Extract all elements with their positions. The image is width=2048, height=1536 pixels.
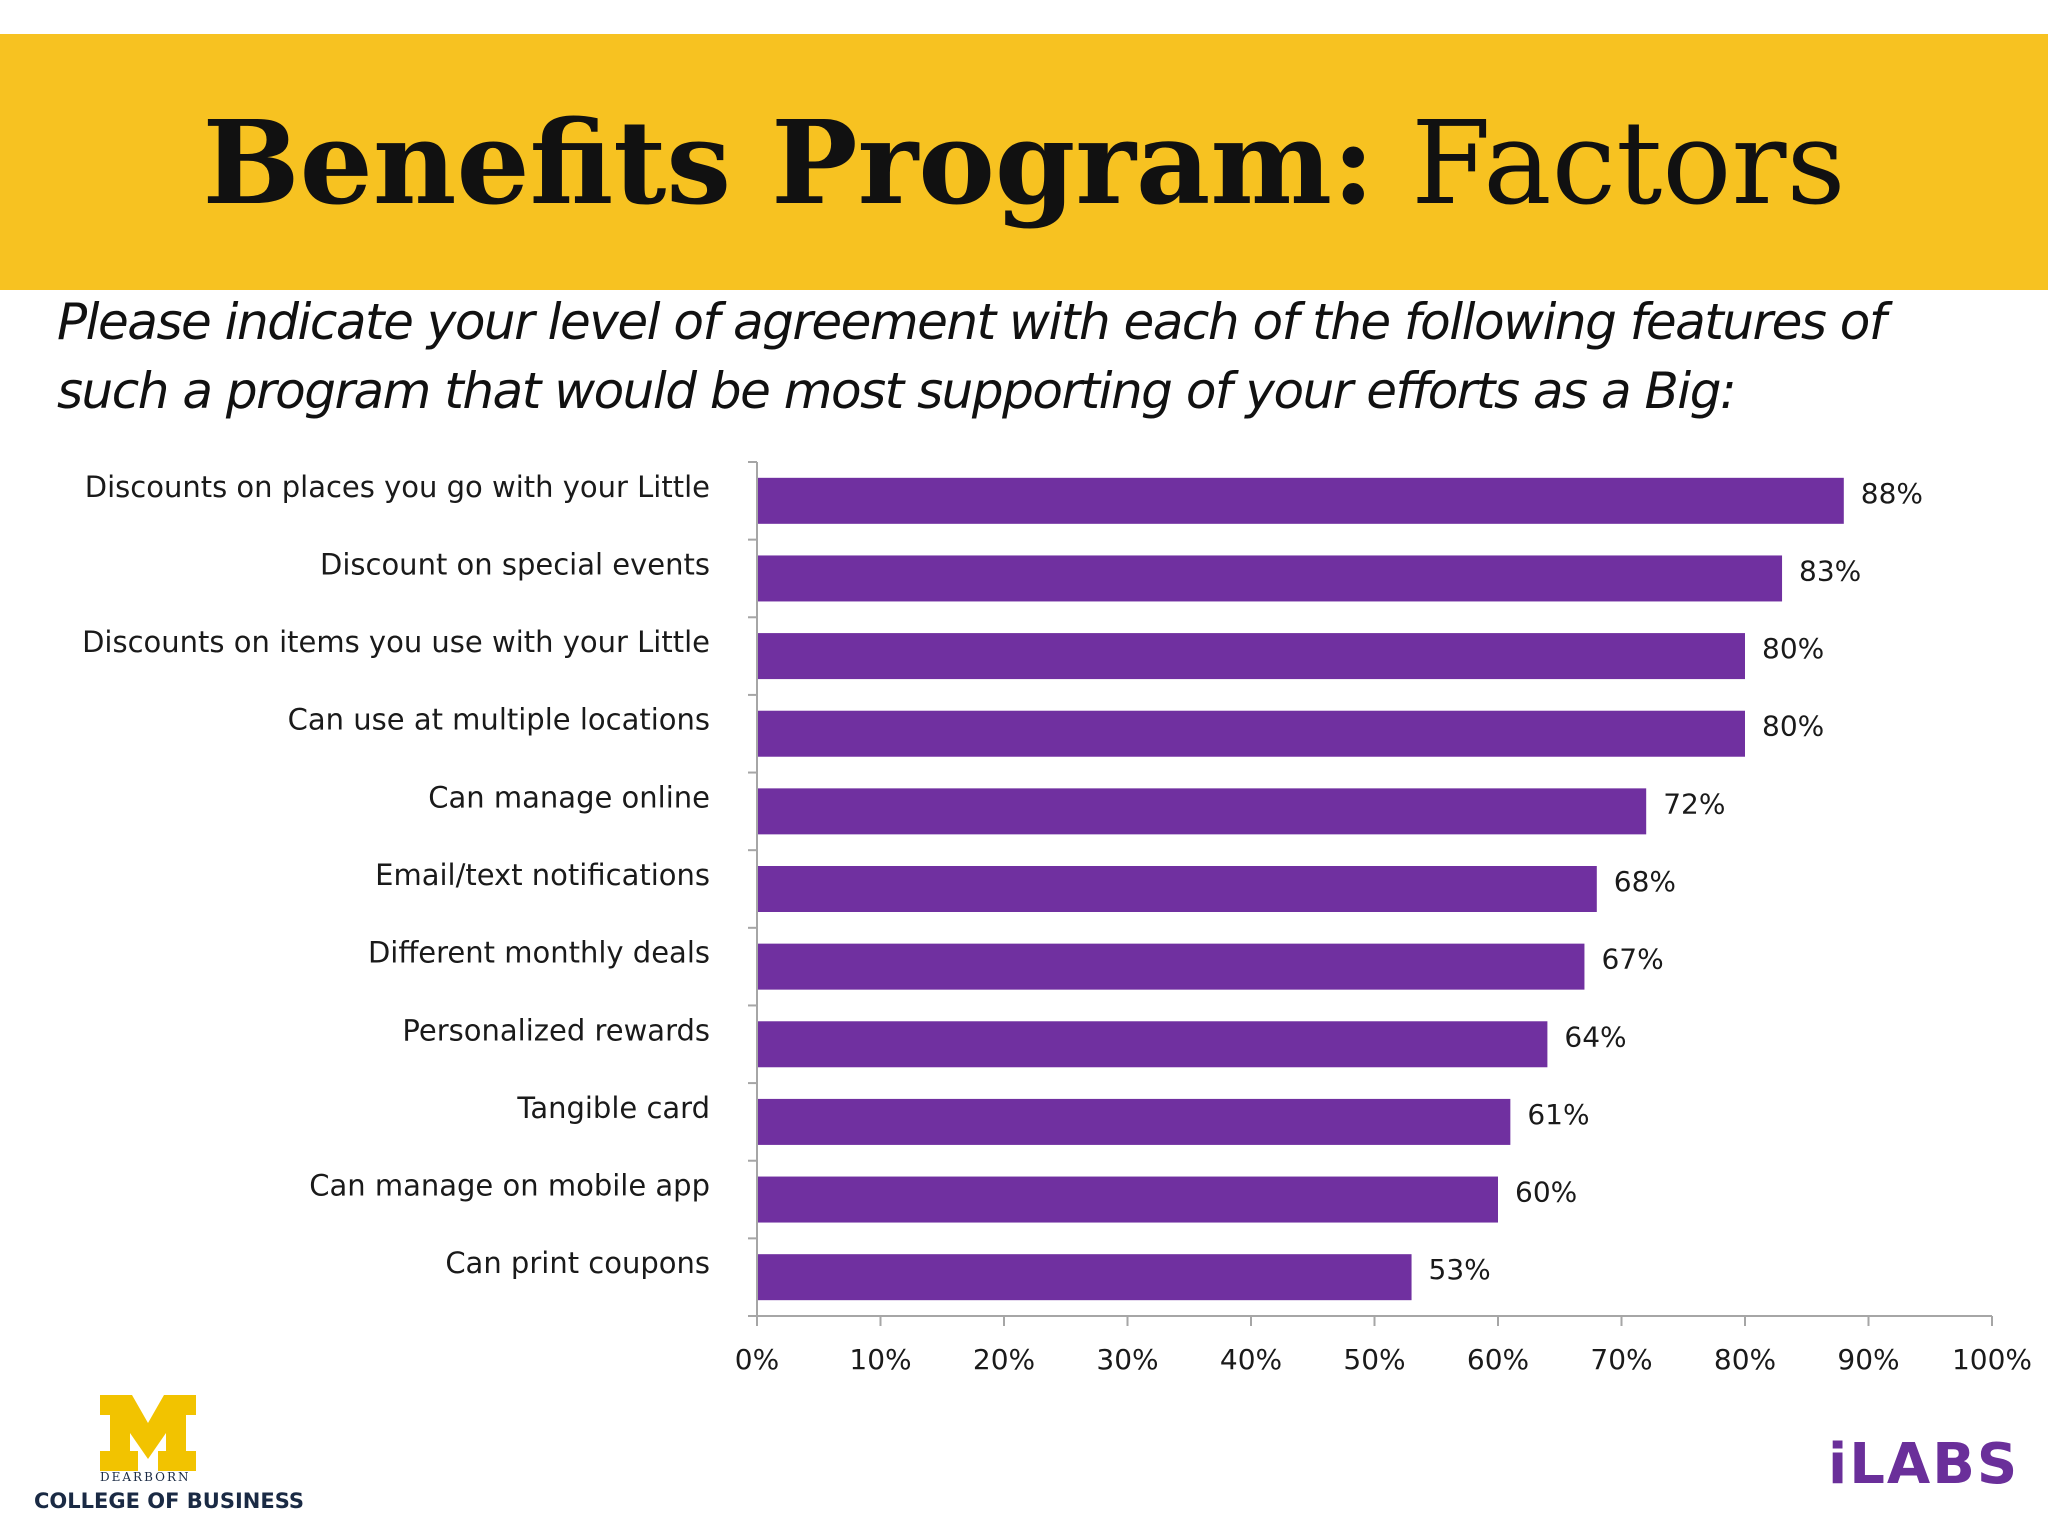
data-label: 83% [1799, 554, 1861, 587]
ilabs-logo: iLABS [1828, 1432, 2020, 1497]
bar [758, 710, 1745, 757]
data-label: 88% [1861, 477, 1923, 510]
x-tick-label: 0% [735, 1343, 779, 1376]
category-label: Different monthly deals [368, 936, 710, 970]
x-tick-label: 90% [1837, 1343, 1899, 1376]
logo-college-text: COLLEGE OF BUSINESS [34, 1489, 304, 1513]
category-label: Tangible card [516, 1091, 710, 1125]
bar [758, 633, 1745, 680]
x-tick-label: 100% [1952, 1343, 2032, 1376]
bar [758, 1254, 1412, 1301]
category-label: Discount on special events [320, 547, 710, 581]
x-tick-label: 80% [1714, 1343, 1776, 1376]
page-title-rest: Factors [1374, 97, 1846, 231]
category-label: Personalized rewards [402, 1013, 710, 1047]
x-tick-label: 70% [1590, 1343, 1652, 1376]
data-label: 68% [1614, 865, 1676, 898]
category-label: Discounts on places you go with your Lit… [85, 470, 710, 504]
category-label: Email/text notifications [375, 858, 710, 892]
x-tick-label: 20% [973, 1343, 1035, 1376]
page-title: Benefits Program: Factors [0, 96, 2048, 231]
title-banner [0, 34, 2048, 290]
category-label: Discounts on items you use with your Lit… [82, 625, 710, 659]
data-label: 80% [1762, 710, 1824, 743]
block-m-logo [100, 1395, 196, 1471]
bar [758, 1098, 1511, 1145]
category-label: Can manage online [428, 780, 710, 814]
category-label: Can manage on mobile app [309, 1169, 710, 1203]
logo-dearborn-text: DEARBORN [100, 1470, 191, 1484]
category-label: Can use at multiple locations [288, 703, 710, 737]
category-label: Can print coupons [445, 1246, 710, 1280]
bar [758, 1021, 1548, 1068]
data-label: 72% [1663, 787, 1725, 820]
data-label: 80% [1762, 632, 1824, 665]
data-label: 67% [1601, 943, 1663, 976]
data-label: 64% [1564, 1020, 1626, 1053]
x-tick-label: 30% [1096, 1343, 1158, 1376]
bar [758, 1176, 1498, 1223]
x-tick-label: 50% [1343, 1343, 1405, 1376]
x-tick-label: 40% [1220, 1343, 1282, 1376]
data-label: 60% [1515, 1176, 1577, 1209]
bar [758, 477, 1844, 524]
bar [758, 866, 1597, 912]
x-tick-label: 10% [849, 1343, 911, 1376]
x-tick-label: 60% [1467, 1343, 1529, 1376]
bar [758, 788, 1647, 835]
data-label: 61% [1527, 1098, 1589, 1131]
data-label: 53% [1429, 1253, 1491, 1286]
bar [758, 943, 1585, 990]
question-text: Please indicate your level of agreement … [57, 293, 1886, 420]
bar [758, 555, 1783, 602]
page-title-bold: Benefits Program: [202, 96, 1375, 231]
